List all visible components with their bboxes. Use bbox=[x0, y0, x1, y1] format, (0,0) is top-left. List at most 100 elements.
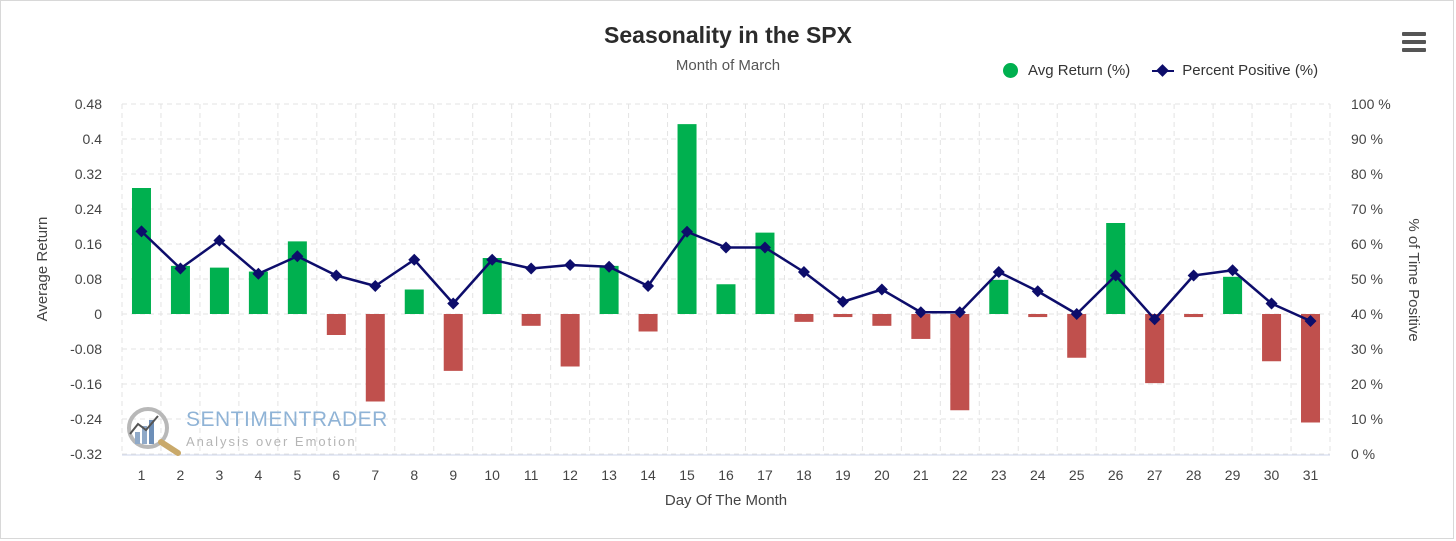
legend-item-percent-positive[interactable]: Percent Positive (%) bbox=[1152, 62, 1318, 79]
x-tick-label: 10 bbox=[484, 467, 500, 483]
percent-positive-marker bbox=[720, 241, 732, 254]
y-right-tick-label: 70 % bbox=[1351, 201, 1383, 217]
percent-positive-marker bbox=[408, 253, 421, 266]
percent-positive-marker bbox=[291, 250, 304, 263]
chart-legend: Avg Return (%) Percent Positive (%) bbox=[1003, 62, 1340, 79]
x-tick-label: 3 bbox=[216, 467, 224, 483]
percent-positive-marker bbox=[642, 280, 655, 292]
line-layer bbox=[135, 225, 1317, 327]
percent-positive-marker bbox=[525, 262, 538, 275]
hamburger-menu-icon[interactable] bbox=[1402, 32, 1426, 52]
bar-positive bbox=[716, 284, 736, 314]
bar-negative bbox=[443, 314, 463, 371]
bar-negative bbox=[1184, 314, 1204, 318]
percent-positive-marker bbox=[681, 225, 694, 238]
x-tick-label: 21 bbox=[913, 467, 929, 483]
y-left-tick-label: 0.48 bbox=[75, 96, 102, 112]
x-tick-label: 12 bbox=[562, 467, 578, 483]
percent-positive-marker bbox=[1109, 269, 1122, 282]
bar-negative bbox=[950, 314, 970, 411]
y-left-tick-label: 0.24 bbox=[75, 201, 102, 217]
y-axis-right-title: % of Time Positive bbox=[1405, 218, 1422, 341]
legend-circle-icon bbox=[1003, 63, 1018, 78]
percent-positive-marker bbox=[330, 269, 343, 282]
bar-positive bbox=[404, 289, 424, 314]
watermark-brand: SENTIMENTRADER bbox=[186, 408, 388, 431]
y-right-tick-label: 10 % bbox=[1351, 411, 1383, 427]
y-left-tick-label: 0 bbox=[94, 306, 102, 322]
x-tick-label: 29 bbox=[1225, 467, 1241, 483]
bar-positive bbox=[755, 232, 775, 314]
x-tick-label: 27 bbox=[1147, 467, 1163, 483]
x-tick-label: 14 bbox=[640, 467, 656, 483]
y-right-tick-label: 100 % bbox=[1351, 96, 1391, 112]
percent-positive-marker bbox=[564, 259, 577, 271]
x-tick-label: 4 bbox=[254, 467, 262, 483]
bar-negative bbox=[326, 314, 346, 335]
labels-layer: 0.48 100 %0.4 90 %0.32 80 %0.24 70 %0.16 60 %… bbox=[70, 96, 1391, 483]
percent-positive-marker bbox=[1070, 308, 1083, 320]
y-right-tick-label: 20 % bbox=[1351, 376, 1383, 392]
bar-negative bbox=[1262, 314, 1282, 362]
percent-positive-marker bbox=[447, 297, 460, 310]
x-tick-label: 18 bbox=[796, 467, 812, 483]
percent-positive-marker bbox=[992, 266, 1005, 278]
x-tick-label: 1 bbox=[138, 467, 146, 483]
percent-positive-marker bbox=[1304, 315, 1317, 327]
x-tick-label: 2 bbox=[177, 467, 185, 483]
x-tick-label: 28 bbox=[1186, 467, 1202, 483]
bar-negative bbox=[872, 314, 892, 326]
x-tick-label: 13 bbox=[601, 467, 617, 483]
percent-positive-marker bbox=[486, 253, 499, 266]
legend-diamond-line-icon bbox=[1152, 63, 1175, 78]
x-tick-label: 20 bbox=[874, 467, 890, 483]
chart-subtitle: Month of March bbox=[675, 57, 781, 74]
bar-positive bbox=[131, 188, 151, 314]
x-tick-label: 22 bbox=[952, 467, 968, 483]
x-tick-label: 8 bbox=[410, 467, 418, 483]
x-tick-label: 30 bbox=[1264, 467, 1280, 483]
y-right-tick-label: 30 % bbox=[1351, 341, 1383, 357]
percent-positive-marker bbox=[953, 306, 966, 319]
percent-positive-marker bbox=[1265, 297, 1278, 310]
bar-negative bbox=[365, 314, 385, 402]
bar-positive bbox=[677, 124, 697, 314]
y-right-tick-label: 40 % bbox=[1351, 306, 1383, 322]
bar-positive bbox=[1223, 276, 1243, 314]
bar-positive bbox=[989, 279, 1009, 314]
x-tick-label: 16 bbox=[718, 467, 734, 483]
bar-negative bbox=[911, 314, 931, 339]
percent-positive-marker bbox=[213, 234, 226, 247]
percent-positive-marker bbox=[1148, 313, 1161, 326]
bar-negative bbox=[794, 314, 814, 322]
bar-positive bbox=[482, 258, 502, 314]
x-tick-label: 5 bbox=[293, 467, 301, 483]
bar-positive bbox=[1106, 223, 1126, 314]
percent-positive-marker bbox=[1187, 269, 1200, 282]
bar-negative bbox=[560, 314, 580, 367]
percent-positive-marker bbox=[603, 260, 616, 273]
y-left-tick-label: 0.16 bbox=[75, 236, 102, 252]
grid-layer bbox=[121, 103, 1331, 456]
percent-positive-marker bbox=[914, 306, 927, 319]
percent-positive-marker bbox=[1031, 285, 1044, 298]
percent-positive-marker bbox=[174, 262, 187, 275]
x-tick-label: 6 bbox=[332, 467, 340, 483]
bar-positive bbox=[170, 265, 190, 314]
y-right-tick-label: 90 % bbox=[1351, 131, 1383, 147]
legend-label-percent-positive: Percent Positive (%) bbox=[1182, 62, 1319, 79]
x-tick-label: 25 bbox=[1069, 467, 1085, 483]
y-axis-left-title: Average Return bbox=[34, 217, 51, 322]
y-left-tick-label: 0.32 bbox=[75, 166, 102, 182]
bar-positive bbox=[209, 267, 229, 314]
bar-negative bbox=[1301, 314, 1321, 423]
x-axis-title: Day Of The Month bbox=[665, 492, 787, 509]
legend-item-avg-return[interactable]: Avg Return (%) bbox=[1003, 62, 1130, 79]
x-tick-label: 11 bbox=[524, 467, 539, 483]
y-left-tick-label: -0.24 bbox=[70, 411, 102, 427]
magnifier-chart-icon bbox=[127, 407, 181, 456]
x-tick-label: 15 bbox=[679, 467, 695, 483]
x-tick-label: 23 bbox=[991, 467, 1007, 483]
y-right-tick-label: 50 % bbox=[1351, 271, 1383, 287]
